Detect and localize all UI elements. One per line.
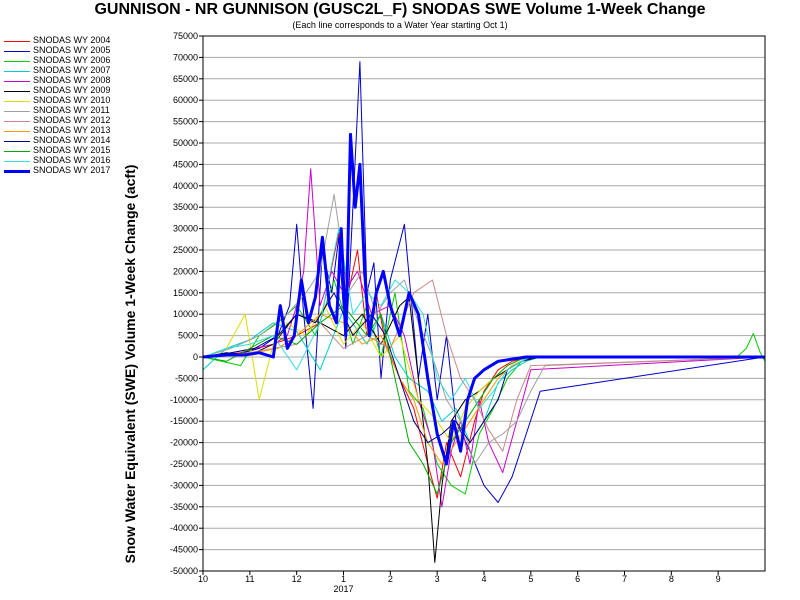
series-line bbox=[202, 232, 765, 499]
legend-item: SNODAS WY 2005 bbox=[4, 45, 124, 56]
legend-label: SNODAS WY 2005 bbox=[33, 45, 111, 55]
series-line bbox=[202, 296, 765, 563]
legend-item: SNODAS WY 2017 bbox=[4, 165, 124, 176]
legend-label: SNODAS WY 2016 bbox=[33, 155, 111, 165]
legend-item: SNODAS WY 2009 bbox=[4, 85, 124, 96]
legend-swatch bbox=[4, 111, 30, 112]
legend-swatch bbox=[4, 81, 30, 82]
x-tick-label: 8 bbox=[669, 574, 674, 584]
x-tick-label: 1 bbox=[341, 574, 346, 584]
x-tick-label: 11 bbox=[245, 574, 254, 584]
x-tick-label: 5 bbox=[528, 574, 533, 584]
y-tick-label: 40000 bbox=[173, 181, 198, 191]
legend-label: SNODAS WY 2007 bbox=[33, 65, 111, 75]
x-tick-label: 2 bbox=[388, 574, 393, 584]
x-tick-label: 12 bbox=[292, 574, 302, 584]
series-line bbox=[202, 313, 765, 465]
legend-swatch bbox=[4, 170, 30, 173]
y-tick-label: 70000 bbox=[173, 52, 198, 62]
y-tick-label: 25000 bbox=[173, 245, 198, 255]
x-year-label: 2017 bbox=[333, 584, 353, 594]
legend-swatch bbox=[4, 121, 30, 122]
legend-label: SNODAS WY 2004 bbox=[33, 35, 111, 45]
legend-item: SNODAS WY 2012 bbox=[4, 115, 124, 126]
y-tick-label: -25000 bbox=[170, 459, 198, 469]
legend-item: SNODAS WY 2008 bbox=[4, 75, 124, 86]
legend-label: SNODAS WY 2006 bbox=[33, 55, 111, 65]
y-tick-label: 55000 bbox=[173, 117, 198, 127]
series-line bbox=[202, 168, 766, 508]
y-tick-label: -35000 bbox=[170, 502, 198, 512]
y-tick-label: 50000 bbox=[173, 138, 198, 148]
legend-label: SNODAS WY 2012 bbox=[33, 115, 111, 125]
y-tick-label: 45000 bbox=[173, 159, 198, 169]
legend-swatch bbox=[4, 131, 30, 132]
legend-swatch bbox=[4, 151, 30, 152]
series-line bbox=[202, 228, 765, 409]
y-tick-label: 35000 bbox=[173, 202, 198, 212]
legend-item: SNODAS WY 2004 bbox=[4, 35, 124, 46]
legend: SNODAS WY 2004 SNODAS WY 2005 SNODAS WY 20… bbox=[4, 35, 124, 176]
y-tick-label: 15000 bbox=[173, 288, 198, 298]
legend-item: SNODAS WY 2014 bbox=[4, 135, 124, 146]
legend-item: SNODAS WY 2011 bbox=[4, 105, 124, 116]
legend-swatch bbox=[4, 101, 30, 102]
legend-swatch bbox=[4, 161, 30, 162]
legend-swatch bbox=[4, 141, 30, 142]
legend-label: SNODAS WY 2013 bbox=[33, 125, 111, 135]
x-tick-label: 7 bbox=[622, 574, 627, 584]
legend-label: SNODAS WY 2015 bbox=[33, 145, 111, 155]
legend-label: SNODAS WY 2014 bbox=[33, 135, 111, 145]
y-tick-label: -50000 bbox=[170, 566, 198, 576]
y-tick-label: -10000 bbox=[170, 395, 198, 405]
chart-subtitle: (Each line corresponds to a Water Year s… bbox=[292, 20, 508, 30]
x-tick-label: 3 bbox=[435, 574, 440, 584]
y-axis-label: Snow Water Equivalent (SWE) Volume 1-Wee… bbox=[122, 164, 138, 564]
series-line bbox=[202, 305, 765, 495]
legend-item: SNODAS WY 2015 bbox=[4, 145, 124, 156]
y-tick-label: -30000 bbox=[170, 480, 198, 490]
series-line bbox=[202, 193, 766, 465]
legend-label: SNODAS WY 2009 bbox=[33, 85, 111, 95]
legend-swatch bbox=[4, 61, 30, 62]
x-tick-label: 10 bbox=[198, 574, 208, 584]
legend-item: SNODAS WY 2007 bbox=[4, 65, 124, 76]
legend-item: SNODAS WY 2013 bbox=[4, 125, 124, 136]
legend-label: SNODAS WY 2010 bbox=[33, 95, 111, 105]
legend-label: SNODAS WY 2011 bbox=[33, 105, 110, 115]
series-line bbox=[202, 61, 766, 503]
y-tick-label: -15000 bbox=[170, 416, 198, 426]
y-tick-label: 0 bbox=[193, 352, 198, 362]
chart-title: GUNNISON - NR GUNNISON (GUSC2L_F) SNODAS… bbox=[94, 1, 706, 18]
y-tick-label: 5000 bbox=[178, 331, 198, 341]
x-tick-label: 9 bbox=[716, 574, 721, 584]
x-tick-label: 6 bbox=[575, 574, 580, 584]
plot-frame bbox=[202, 35, 766, 572]
y-tick-label: 60000 bbox=[173, 95, 198, 105]
y-tick-label: -5000 bbox=[175, 373, 198, 383]
series-line bbox=[202, 292, 765, 444]
x-tick-label: 4 bbox=[481, 574, 486, 584]
legend-label: SNODAS WY 2017 bbox=[33, 165, 111, 175]
y-tick-label: -20000 bbox=[170, 438, 198, 448]
legend-item: SNODAS WY 2010 bbox=[4, 95, 124, 106]
y-tick-label: 20000 bbox=[173, 266, 198, 276]
y-tick-label: -40000 bbox=[170, 523, 198, 533]
y-tick-label: -45000 bbox=[170, 545, 198, 555]
series-line bbox=[202, 132, 765, 466]
legend-item: SNODAS WY 2006 bbox=[4, 55, 124, 66]
legend-swatch bbox=[4, 51, 30, 52]
y-tick-label: 10000 bbox=[173, 309, 198, 319]
series-line bbox=[202, 309, 765, 444]
legend-swatch bbox=[4, 41, 30, 42]
y-tick-label: 75000 bbox=[173, 31, 198, 41]
legend-label: SNODAS WY 2008 bbox=[33, 75, 111, 85]
legend-swatch bbox=[4, 91, 30, 92]
legend-item: SNODAS WY 2016 bbox=[4, 155, 124, 166]
y-tick-label: 30000 bbox=[173, 224, 198, 234]
legend-swatch bbox=[4, 71, 30, 72]
y-tick-label: 65000 bbox=[173, 74, 198, 84]
